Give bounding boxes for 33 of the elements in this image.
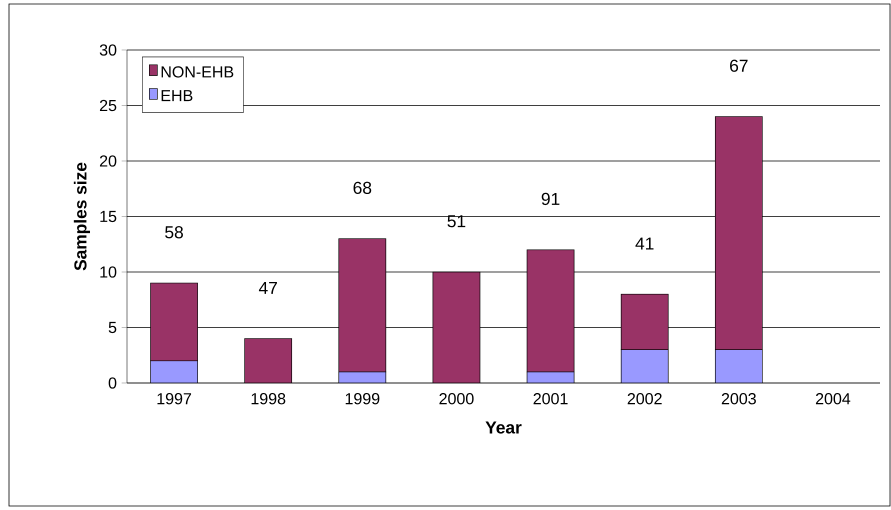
annotation: 67 bbox=[730, 60, 748, 72]
y-tick-label: 30 bbox=[100, 44, 116, 56]
annotation: 58 bbox=[165, 226, 183, 238]
x-tick-label: 2000 bbox=[439, 393, 474, 404]
x-tick-label: 1999 bbox=[346, 393, 380, 404]
bar bbox=[432, 272, 480, 383]
x-tick-label: 1998 bbox=[252, 393, 286, 404]
bar bbox=[620, 294, 669, 350]
y-tick-label: 25 bbox=[100, 100, 116, 112]
annotation: 51 bbox=[447, 215, 466, 228]
y-tick-label: 20 bbox=[100, 155, 116, 167]
annotation: 91 bbox=[542, 192, 560, 206]
bar bbox=[244, 338, 292, 383]
x-axis-title: Year bbox=[485, 422, 522, 434]
bar bbox=[150, 282, 198, 362]
y-tick-label: 10 bbox=[100, 266, 116, 278]
legend-label: EHB bbox=[162, 90, 192, 102]
y-tick-label: 0 bbox=[108, 377, 116, 389]
annotation: 47 bbox=[258, 282, 277, 294]
x-tick-label: 2002 bbox=[628, 393, 662, 404]
bar bbox=[338, 238, 386, 372]
x-tick-label: 1997 bbox=[157, 393, 192, 404]
bar bbox=[526, 249, 574, 372]
y-tick-label: 5 bbox=[108, 322, 116, 334]
x-tick-label: 2001 bbox=[534, 393, 568, 404]
x-tick-label: 2003 bbox=[722, 393, 756, 404]
annotation: 68 bbox=[354, 182, 372, 194]
y-axis-title: Samples size bbox=[74, 162, 90, 270]
annotation: 41 bbox=[635, 238, 654, 250]
x-tick-label: 2004 bbox=[816, 393, 850, 404]
y-tick-label: 15 bbox=[100, 210, 116, 222]
legend-label: NON-EHB bbox=[162, 66, 234, 78]
bar bbox=[714, 116, 763, 350]
